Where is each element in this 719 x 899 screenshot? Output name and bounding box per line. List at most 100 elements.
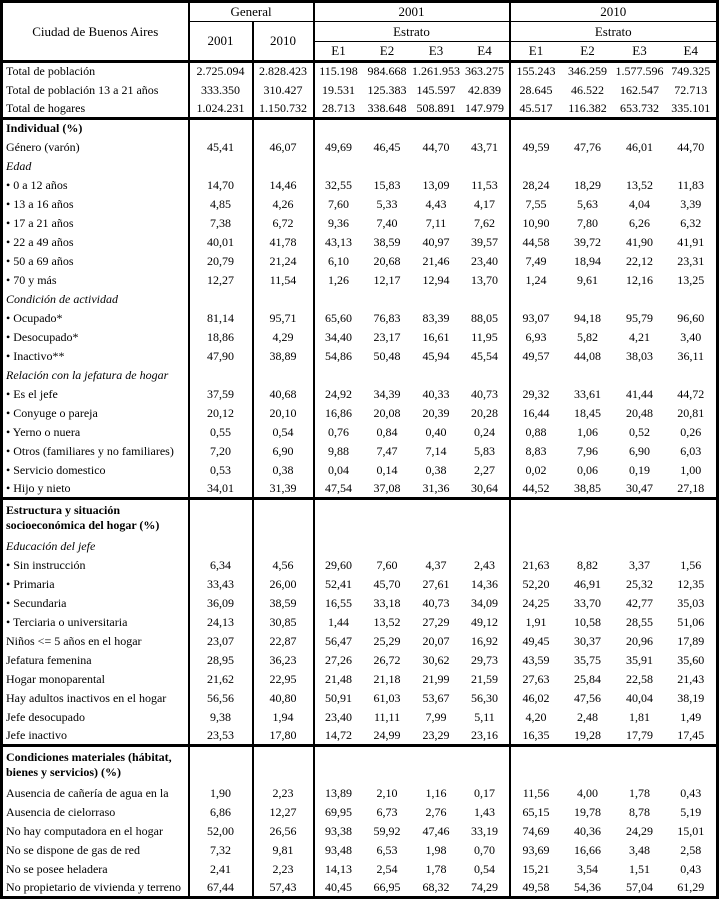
value-cell: 155.243 [508, 60, 562, 81]
value-cell: 39,57 [471, 234, 499, 249]
value-cell: 40,33 [422, 386, 450, 401]
value-cell [412, 290, 461, 309]
value-cell: 34,01 [187, 479, 253, 499]
value-cell: 17,79 [626, 727, 654, 742]
value-cell: 0,40 [425, 424, 447, 439]
row-label: • Yerno o nuera [6, 424, 81, 439]
value-cell: 1,78 [629, 785, 651, 800]
estrato-2001-label: Estrato [312, 21, 510, 42]
value-cell: 50,48 [373, 348, 401, 363]
value-cell: 16,55 [312, 593, 363, 613]
value-cell: 31,36 [422, 480, 450, 495]
value-cell [363, 290, 412, 309]
table-row: Condiciones materiales (hábitat, bienes … [1, 744, 718, 784]
col-header-2010-e4: E4 [683, 43, 698, 58]
value-cell: 36,11 [677, 348, 705, 363]
value-cell [251, 744, 314, 784]
value-cell: 29,60 [312, 555, 363, 575]
estrato-2010-label: Estrato [508, 21, 718, 42]
value-cell: 147.979 [465, 100, 505, 115]
value-cell: 9,61 [577, 272, 599, 287]
value-cell [666, 366, 718, 385]
table-row: Niños <= 5 años en el hogar 23,07 22,87 56,… [2, 631, 718, 651]
value-cell: 45,70 [373, 576, 401, 591]
value-cell: 42,77 [626, 595, 654, 610]
value-cell: 13,25 [677, 272, 705, 287]
value-cell: 4,37 [425, 557, 447, 572]
value-cell: 93,48 [312, 840, 363, 860]
value-cell: 7,47 [376, 443, 398, 458]
value-cell: 1.261.953 [411, 60, 461, 81]
row-label: • 50 a 69 años [6, 253, 74, 268]
value-cell: 72.713 [674, 82, 708, 97]
col-header-2001-e3: E3 [428, 43, 444, 58]
value-cell: 4,56 [251, 555, 314, 575]
value-cell: 8,83 [508, 441, 562, 461]
value-cell: 1,00 [680, 462, 702, 477]
value-cell [613, 497, 666, 537]
value-cell: 2,43 [474, 557, 496, 572]
value-cell [666, 157, 718, 176]
row-label: Condición de actividad [6, 291, 118, 306]
value-cell: 41,44 [626, 386, 654, 401]
value-cell: 3,48 [629, 842, 651, 857]
row-label: Ausencia de cañería de agua en la [6, 785, 169, 800]
value-cell: 0,14 [376, 462, 398, 477]
row-label: No propietario de vivienda y terreno [6, 879, 181, 894]
value-cell: 0,19 [629, 462, 651, 477]
value-cell [187, 497, 253, 537]
value-cell: 333.350 [187, 80, 253, 100]
value-cell: 46,45 [373, 139, 401, 154]
row-label: • 17 a 21 años [6, 215, 74, 230]
value-cell: 1,06 [577, 424, 599, 439]
value-cell [508, 536, 562, 556]
group-general-title: General [187, 1, 314, 22]
value-cell [187, 117, 253, 138]
value-cell: 27,63 [508, 669, 562, 689]
value-cell [251, 536, 314, 556]
value-cell: 57,43 [251, 878, 314, 898]
table-row: • Inactivo** 47,90 38,89 54,86 50,48 45,94 45,… [2, 346, 718, 366]
value-cell: 93,38 [312, 821, 363, 841]
value-cell: 2.828.423 [251, 60, 314, 81]
value-cell: 0,26 [680, 424, 702, 439]
value-cell: 13,09 [422, 177, 450, 192]
value-cell [613, 744, 666, 784]
header-row-strata: E1 E2 E3 E4 E1 E2 E3 E4 [2, 41, 718, 62]
value-cell: 95,79 [626, 310, 654, 325]
table-row: • Yerno o nuera 0,55 0,54 0,76 0,84 0,40 0,24 0… [2, 422, 718, 442]
value-cell: 12,27 [251, 802, 314, 822]
value-cell: 13,52 [373, 614, 401, 629]
general-col-2001: 2001 [187, 21, 253, 62]
value-cell: 93,69 [508, 840, 562, 860]
value-cell: 0,24 [474, 424, 496, 439]
value-cell: 28,24 [508, 175, 562, 195]
value-cell: 12,94 [422, 272, 450, 287]
value-cell: 25,84 [574, 671, 602, 686]
value-cell: 0,17 [474, 785, 496, 800]
value-cell: 4,20 [508, 707, 562, 727]
value-cell [461, 537, 510, 556]
value-cell: 52,20 [508, 574, 562, 594]
value-cell [187, 536, 253, 556]
value-cell [614, 157, 666, 176]
table-row: Hogar monoparental 21,62 22,95 21,48 21,18 21… [2, 669, 718, 689]
table-row: No se posee heladera 2,41 2,23 14,13 2,54 1,7… [2, 859, 718, 879]
row-label: • Sin instrucción [6, 557, 86, 572]
value-cell: 4,85 [187, 194, 253, 214]
value-cell [412, 157, 461, 176]
table-row: Individual (%) [1, 117, 718, 138]
table-row: Condición de actividad [2, 289, 718, 309]
value-cell: 0,38 [251, 460, 314, 480]
value-cell [312, 744, 363, 784]
value-cell: 18,45 [574, 405, 602, 420]
value-cell: 7,20 [187, 441, 253, 461]
value-cell: 27,26 [312, 650, 363, 670]
value-cell [665, 744, 718, 784]
value-cell: 3,37 [629, 557, 651, 572]
value-cell: 54,86 [312, 346, 363, 366]
value-cell: 7,80 [577, 215, 599, 230]
col-header-2001-e4: E4 [477, 43, 492, 58]
value-cell: 35,03 [677, 595, 705, 610]
value-cell: 45.517 [508, 99, 562, 119]
